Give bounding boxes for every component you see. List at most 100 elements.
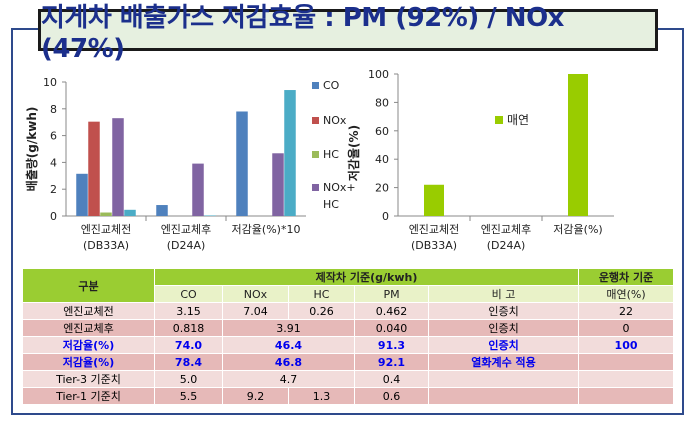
x-tick-label: 저감율(%)*10 [232, 223, 301, 236]
legend-swatch [312, 117, 319, 124]
cell-nox-hc: 3.91 [222, 319, 355, 337]
bar-nox [88, 121, 100, 216]
header-group: 구분 [22, 268, 155, 303]
cell-note: 인증치 [427, 336, 580, 354]
cell-hc: 1.3 [288, 387, 355, 405]
x-tick-label: 엔진교체후 [161, 223, 212, 236]
cell-nox-hc: 46.4 [222, 336, 355, 354]
row-label: 엔진교체후 [22, 319, 155, 337]
x-tick-label: 저감율(%) [553, 223, 602, 236]
col-hc: HC [288, 285, 355, 303]
cell-pm: 92.1 [354, 353, 429, 371]
col-smoke: 매연(%) [578, 285, 675, 303]
y-tick-label: 0 [382, 210, 389, 223]
table-row: 저감율(%) 74.0 46.4 91.3 인증치 100 [22, 336, 675, 354]
cell-note: 인증치 [427, 302, 580, 320]
cell-nox: 9.2 [222, 387, 289, 405]
legend-label: HC [323, 198, 339, 211]
cell-smoke: 0 [578, 319, 675, 337]
cell-pm: 0.462 [354, 302, 429, 320]
legend-swatch [312, 82, 319, 89]
legend-swatch [312, 184, 319, 191]
y-tick-label: 6 [50, 130, 57, 143]
bar-co [156, 205, 168, 216]
bar-pm [284, 90, 296, 216]
page-title: 지게차 배출가스 저감효율 : PM (92%) / NOx (47%) [38, 3, 658, 64]
cell-pm: 0.6 [354, 387, 429, 405]
bar-nox-hc [272, 153, 284, 216]
cell-smoke [578, 387, 675, 405]
bar-co [76, 173, 88, 216]
cell-co: 5.0 [154, 370, 223, 388]
bar-hc [100, 212, 112, 216]
emission-table: 구분 제작차 기준(g/kwh) 운행차 기준 CO NOx HC PM 비 고… [22, 268, 675, 405]
header-main: 제작차 기준(g/kwh) [153, 268, 580, 286]
x-tick-label: 엔진교체전 [81, 223, 132, 236]
cell-smoke: 22 [578, 302, 675, 320]
bar-nox-hc [112, 118, 124, 216]
x-tick-label: 엔진교체전 [409, 223, 460, 236]
x-tick-label: (D24A) [167, 239, 206, 252]
y-tick-label: 80 [375, 96, 389, 109]
y-axis-label: 저감율(%) [346, 125, 361, 181]
table-row: Tier-3 기준치 5.0 4.7 0.4 [22, 370, 675, 388]
col-pm: PM [354, 285, 429, 303]
row-label: Tier-1 기준치 [22, 387, 155, 405]
cell-note [427, 370, 580, 388]
y-tick-label: 4 [50, 156, 57, 169]
x-tick-label: 엔진교체후 [481, 223, 532, 236]
y-tick-label: 10 [43, 76, 57, 89]
cell-pm: 0.4 [354, 370, 429, 388]
y-tick-label: 20 [375, 182, 389, 195]
cell-nox-hc: 4.7 [222, 370, 355, 388]
header-run: 운행차 기준 [578, 268, 675, 286]
x-tick-label: (DB33A) [411, 239, 457, 252]
emission-chart: 0 2 4 6 8 10 엔진교체전 (DB33A) 엔진교체후 (D24A) 저감율(%)*10 배… [24, 76, 356, 252]
legend-swatch [495, 116, 503, 124]
y-tick-label: 0 [50, 210, 57, 223]
legend-label: CO [323, 79, 340, 92]
row-label: Tier-3 기준치 [22, 370, 155, 388]
bar-pm [124, 209, 136, 216]
bar-smoke [568, 74, 588, 216]
y-tick-label: 2 [50, 183, 57, 196]
cell-pm: 0.040 [354, 319, 429, 337]
legend-label: NOx [323, 114, 347, 127]
cell-note: 열화계수 적용 [427, 353, 580, 371]
col-note: 비 고 [427, 285, 580, 303]
bar-nox-hc [192, 163, 204, 216]
cell-co: 5.5 [154, 387, 223, 405]
bar-smoke [424, 184, 444, 216]
cell-nox-hc: 46.8 [222, 353, 355, 371]
row-label: 저감율(%) [22, 336, 155, 354]
y-tick-label: 60 [375, 125, 389, 138]
bar-pm [204, 215, 216, 216]
table-row: 엔진교체후 0.818 3.91 0.040 인증치 0 [22, 319, 675, 337]
table-row: Tier-1 기준치 5.5 9.2 1.3 0.6 [22, 387, 675, 405]
x-tick-label: (D24A) [487, 239, 526, 252]
legend-swatch [312, 151, 319, 158]
legend-label: HC [323, 148, 339, 161]
cell-smoke: 100 [578, 336, 675, 354]
cell-pm: 91.3 [354, 336, 429, 354]
cell-co: 3.15 [154, 302, 223, 320]
x-tick-label: (DB33A) [83, 239, 129, 252]
cell-nox: 7.04 [222, 302, 289, 320]
legend-label: 매연 [507, 113, 529, 127]
col-co: CO [154, 285, 223, 303]
cell-note: 인증치 [427, 319, 580, 337]
legend-label: NOx+ [323, 181, 356, 194]
cell-smoke [578, 353, 675, 371]
cell-smoke [578, 370, 675, 388]
row-label: 저감율(%) [22, 353, 155, 371]
y-tick-label: 100 [368, 68, 389, 81]
reduction-chart: 0 20 40 60 80 100 엔진교체전 (DB33A) 엔진교체후 (D24A) 저감율(%… [346, 68, 614, 252]
y-axis-label: 배출량(g/kwh) [24, 107, 39, 192]
table-row: 저감율(%) 78.4 46.8 92.1 열화계수 적용 [22, 353, 675, 371]
table-row: 엔진교체전 3.15 7.04 0.26 0.462 인증치 22 [22, 302, 675, 320]
cell-co: 0.818 [154, 319, 223, 337]
cell-hc: 0.26 [288, 302, 355, 320]
cell-co: 78.4 [154, 353, 223, 371]
row-label: 엔진교체전 [22, 302, 155, 320]
col-nox: NOx [222, 285, 289, 303]
